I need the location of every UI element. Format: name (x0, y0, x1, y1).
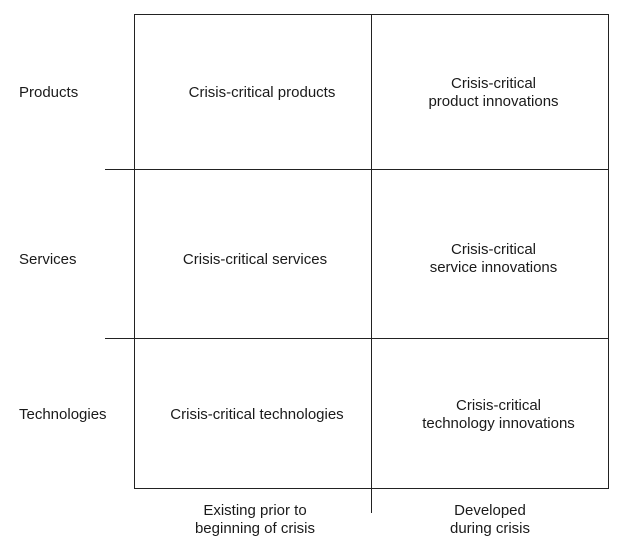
cell-technologies-developed: Crisis-critical technology innovations (371, 397, 626, 433)
cell-technologies-existing: Crisis-critical technologies (170, 406, 344, 423)
column-label-developed-line-1: Developed (454, 502, 526, 519)
cell-products-developed-line-2: product innovations (428, 93, 559, 110)
cell-services-developed: Crisis-critical service innovations (371, 241, 616, 277)
row-label-services: Services (19, 251, 77, 268)
column-label-developed-line-2: during crisis (449, 520, 531, 537)
cell-technologies-developed-line-1: Crisis-critical (456, 397, 541, 414)
cell-services-developed-line-1: Crisis-critical (451, 241, 536, 258)
row-label-technologies: Technologies (19, 406, 107, 423)
cell-services-existing: Crisis-critical services (182, 251, 328, 268)
column-label-existing-line-1: Existing prior to (203, 502, 307, 519)
cell-products-existing: Crisis-critical products (188, 84, 336, 101)
column-label-developed: Developed during crisis (372, 502, 608, 538)
row-label-products: Products (19, 84, 79, 101)
cell-services-developed-line-2: service innovations (429, 259, 558, 276)
column-label-existing: Existing prior to beginning of crisis (138, 502, 372, 538)
cell-technologies-developed-line-2: technology innovations (422, 415, 575, 432)
cell-products-developed: Crisis-critical product innovations (371, 75, 616, 111)
column-label-existing-line-2: beginning of crisis (194, 520, 316, 537)
cell-products-developed-line-1: Crisis-critical (451, 75, 536, 92)
